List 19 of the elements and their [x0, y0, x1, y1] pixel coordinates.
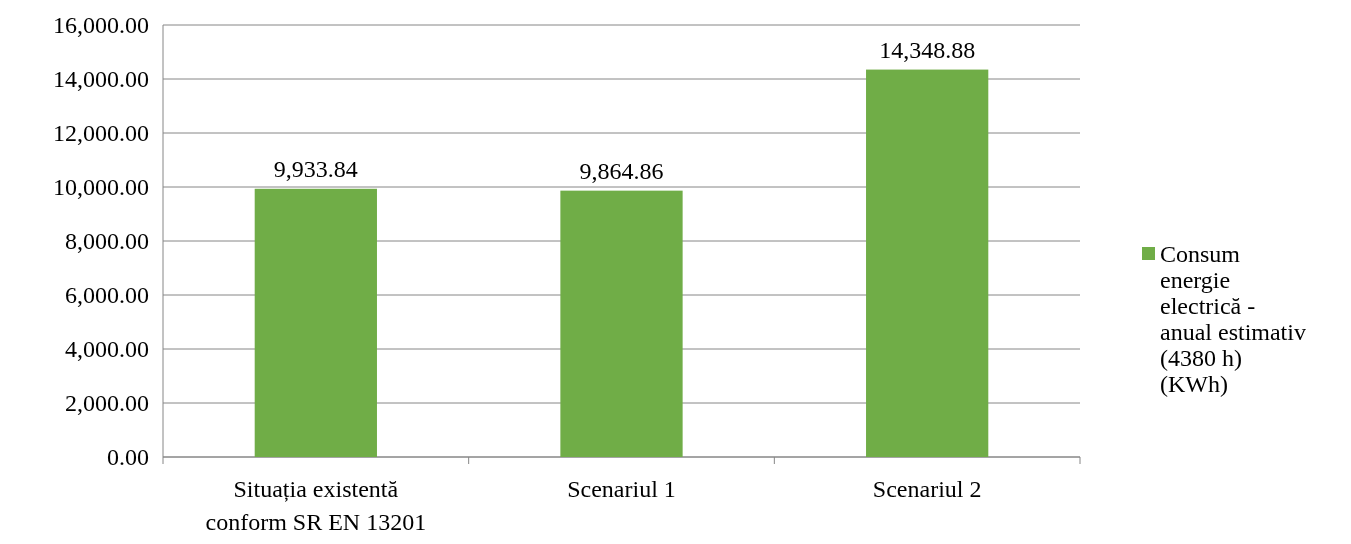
- x-tick-label: Situația existentă conform SR EN 13201: [205, 476, 427, 535]
- bar: [866, 69, 989, 457]
- x-tick-label: Scenariul 2: [872, 476, 982, 502]
- y-tick-label: 6,000.00: [65, 282, 149, 309]
- legend-label: Consum energie electrică - anual estimativ (4380 h) (KWh): [1160, 241, 1306, 398]
- y-tick-label: 14,000.00: [53, 66, 149, 93]
- bar: [560, 190, 683, 457]
- y-tick-label: 16,000.00: [53, 12, 149, 39]
- data-label: 9,933.84: [273, 155, 358, 182]
- bar: [254, 188, 377, 457]
- x-tick-label: Scenariul 1: [567, 476, 676, 502]
- data-label: 9,864.86: [579, 157, 664, 184]
- y-tick-label: 2,000.00: [65, 390, 149, 417]
- y-tick-label: 4,000.00: [65, 336, 149, 363]
- data-label: 14,348.88: [879, 36, 976, 63]
- y-tick-label: 0.00: [107, 444, 149, 471]
- y-tick-label: 8,000.00: [65, 228, 149, 255]
- y-tick-label: 10,000.00: [53, 174, 149, 201]
- y-tick-label: 12,000.00: [53, 120, 149, 147]
